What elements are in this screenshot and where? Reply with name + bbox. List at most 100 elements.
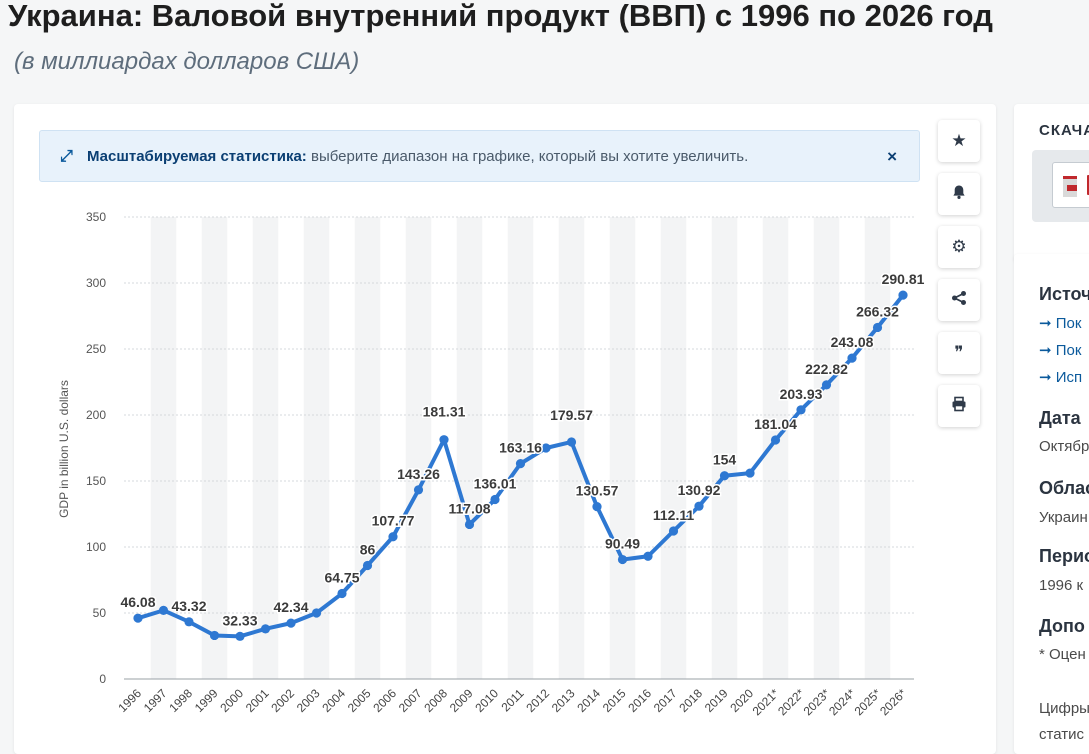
download-box <box>1032 150 1089 222</box>
data-point <box>490 494 500 505</box>
source-link-3[interactable]: ➞ Исп <box>1039 369 1083 386</box>
data-point <box>745 468 755 478</box>
data-point <box>719 471 730 481</box>
x-tick-label: 2003 <box>294 686 323 715</box>
release-date-heading: Дата <box>1039 408 1081 428</box>
source-link-1[interactable]: ➞ Пок <box>1039 315 1082 332</box>
data-point <box>311 608 322 618</box>
data-point <box>362 560 373 571</box>
column-band <box>252 217 279 679</box>
column-band <box>558 217 585 679</box>
data-point <box>388 532 398 542</box>
x-tick-label: 1999 <box>192 686 221 715</box>
data-point <box>872 322 883 333</box>
zoom-icon: ⤢ <box>60 148 73 165</box>
share-icon <box>951 290 967 311</box>
data-label: 136.01 <box>474 475 517 491</box>
x-tick-label: 1996 <box>115 686 144 715</box>
data-point <box>133 613 143 623</box>
y-axis-label: GDP in billion U.S. dollars <box>57 380 71 518</box>
x-tick-label: 2014 <box>574 686 603 715</box>
x-tick-label: 2013 <box>549 686 578 715</box>
y-tick-label: 200 <box>86 408 106 422</box>
data-point <box>515 459 526 469</box>
cite-button[interactable]: ❞ <box>938 332 980 374</box>
data-point <box>541 443 551 453</box>
print-button[interactable] <box>938 385 980 427</box>
pdf-download-button[interactable] <box>1052 162 1089 208</box>
x-tick-label: 2018 <box>676 686 705 715</box>
data-point <box>617 554 628 565</box>
x-tick-label: 2023* <box>801 686 833 718</box>
page-subtitle: (в миллиардах долларов США) <box>14 48 360 75</box>
gdp-line-chart[interactable]: 0 50 100 150 200 250 300 350 GDP in billion U.S.… <box>14 104 934 744</box>
data-label: 181.04 <box>754 416 797 432</box>
column-band <box>660 217 687 679</box>
data-label: 90.49 <box>605 536 640 552</box>
column-band <box>354 217 381 679</box>
bell-button[interactable] <box>938 173 980 215</box>
region-heading: Облас <box>1039 478 1089 498</box>
y-tick-label: 50 <box>93 606 107 620</box>
data-label: 243.08 <box>831 334 874 350</box>
x-tick-label: 2010 <box>472 686 501 715</box>
download-heading: СКАЧА <box>1039 122 1089 139</box>
x-tick-label: 2026* <box>877 686 909 718</box>
column-band <box>303 217 330 679</box>
data-point <box>898 290 908 300</box>
y-tick-label: 0 <box>99 672 106 686</box>
data-label: 154 <box>713 452 737 468</box>
x-tick-label: 2008 <box>421 686 450 715</box>
release-date-value: Октябр <box>1039 438 1089 455</box>
data-label: 43.32 <box>171 598 206 614</box>
settings-button[interactable]: ⚙ <box>938 226 980 268</box>
data-label: 290.81 <box>882 271 925 287</box>
data-label: 179.57 <box>550 407 593 423</box>
download-panel: СКАЧА <box>1014 104 1089 262</box>
footnote-line-2: статис <box>1039 726 1084 743</box>
x-tick-label: 1997 <box>141 686 170 715</box>
data-label: 143.26 <box>397 466 440 482</box>
source-link-2[interactable]: ➞ Пок <box>1039 342 1082 359</box>
share-button[interactable] <box>938 279 980 321</box>
column-band <box>813 217 840 679</box>
pdf-icon-mark <box>1067 185 1077 191</box>
period-value: 1996 к <box>1039 577 1084 594</box>
x-tick-label: 2007 <box>396 686 425 715</box>
close-icon[interactable]: × <box>887 147 897 166</box>
x-tick-label: 2016 <box>625 686 654 715</box>
column-band <box>864 217 891 679</box>
x-tick-label: 2004 <box>319 686 348 715</box>
data-point <box>592 502 602 512</box>
extra-value: * Оцен <box>1039 646 1086 663</box>
data-label: 130.57 <box>576 483 619 499</box>
data-label: 112.11 <box>653 507 694 523</box>
data-point <box>158 605 169 615</box>
source-link-2-label: Пок <box>1055 342 1082 359</box>
data-point <box>235 631 245 641</box>
data-point <box>464 519 475 530</box>
x-tick-label: 2024* <box>826 686 858 718</box>
bell-icon <box>951 184 967 205</box>
x-tick-label: 2000 <box>217 686 246 715</box>
chart-panel: ⤢ Масштабируемая статистика: выберите ди… <box>14 104 996 754</box>
data-point <box>847 353 857 363</box>
x-tick-label: 2011 <box>498 686 526 714</box>
gear-icon: ⚙ <box>951 237 967 256</box>
data-point <box>668 526 679 536</box>
region-value: Украин <box>1039 509 1088 526</box>
data-label: 86 <box>360 541 376 557</box>
data-point <box>209 630 220 641</box>
data-point <box>821 380 832 390</box>
data-label: 42.34 <box>273 599 308 615</box>
x-tick-label: 2019 <box>702 686 731 715</box>
x-tick-label: 2017 <box>651 686 680 715</box>
chart-toolbar: ★ ⚙ ❞ <box>938 120 980 438</box>
column-band <box>405 217 432 679</box>
y-tick-label: 350 <box>86 210 106 224</box>
data-label: 117.08 <box>448 500 490 516</box>
data-label: 266.32 <box>856 303 899 319</box>
source-heading: Источ <box>1039 284 1089 304</box>
star-button[interactable]: ★ <box>938 120 980 162</box>
data-label: 64.75 <box>324 570 359 586</box>
